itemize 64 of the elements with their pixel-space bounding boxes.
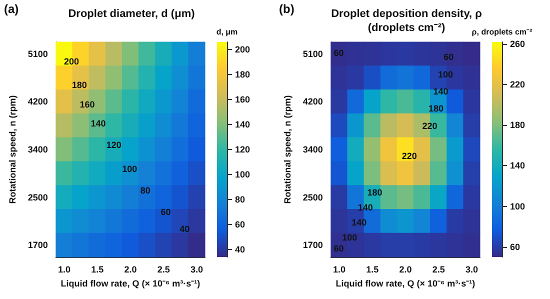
color-bar-label: 220 [510, 80, 526, 90]
x-tick-label: 2.0 [399, 264, 412, 274]
annotation: 180 [428, 104, 444, 114]
color-bar-label: 60 [235, 220, 246, 230]
annotation: 140 [352, 218, 367, 228]
annotation: 60 [334, 48, 344, 58]
x-tick-label: 3.0 [465, 264, 478, 274]
x-tick-label: 1.0 [332, 264, 346, 274]
annotation: 140 [433, 86, 448, 96]
text: (b) [279, 2, 294, 16]
y-tick-label: 1700 [28, 240, 48, 250]
annotation: 180 [367, 188, 382, 198]
color-bar-label: 180 [510, 120, 526, 130]
y-tick-label: 2500 [302, 192, 323, 202]
color-bar-label: 100 [235, 170, 250, 180]
color-bar-title: d, μm [216, 28, 238, 36]
y-tick-label: 5100 [28, 48, 48, 59]
color-bar-label: 180 [235, 70, 250, 80]
annotation: 220 [402, 150, 417, 161]
annotation: 60 [160, 206, 171, 217]
y-axis-title: Rotational speed, n (rpm) [8, 95, 18, 204]
y-tick-label: 3400 [28, 144, 48, 154]
annotation: 160 [80, 99, 95, 110]
y-tick-label: 2500 [28, 192, 48, 202]
y-tick-label: 4200 [302, 96, 323, 107]
x-tick-label: 1.0 [58, 264, 70, 274]
color-bar-label: 200 [235, 44, 250, 54]
color-bar-label: 140 [235, 120, 250, 130]
annotation: 100 [122, 164, 138, 174]
annotation: 60 [334, 243, 344, 254]
x-axis-title: Liquid flow rate, Q (× 10⁻⁶ m³·s⁻¹) [336, 278, 476, 288]
annotation: 100 [438, 69, 453, 80]
annotation: 80 [140, 185, 150, 196]
color-bar-label: 140 [510, 160, 526, 171]
x-axis-title: Liquid flow rate, Q (× 10⁻⁶ m³·s⁻¹) [60, 278, 200, 288]
x-tick-label: 2.5 [157, 264, 170, 274]
color-bar-label: 100 [510, 201, 526, 212]
y-tick-label: 4200 [28, 96, 48, 107]
color-bar-title: ρ, droplets cm⁻² [472, 28, 533, 36]
annotation: 120 [106, 140, 122, 150]
x-tick-label: 2.0 [124, 264, 137, 274]
x-tick-label: 1.5 [91, 264, 104, 274]
y-tick-label: 1700 [302, 240, 323, 250]
annotation: 140 [90, 118, 106, 129]
x-tick-label: 3.0 [190, 264, 203, 274]
annotation: 40 [180, 224, 190, 234]
annotation: 200 [64, 56, 80, 66]
color-bar-label: 80 [235, 194, 246, 204]
x-tick-label: 2.5 [432, 264, 445, 274]
chart-title: Droplet diameter, d (μm) [68, 8, 196, 20]
annotation: 180 [72, 80, 87, 90]
color-bar-label: 160 [235, 94, 250, 104]
y-tick-label: 3400 [302, 144, 323, 154]
text: (a) [4, 2, 19, 16]
annotation: 140 [358, 202, 373, 213]
color-bar-label: 120 [235, 144, 250, 154]
color-bar-label: 60 [510, 242, 520, 252]
x-tick-label: 1.5 [366, 264, 379, 274]
annotation: 60 [444, 52, 454, 62]
y-tick-label: 5100 [302, 48, 323, 59]
y-axis-title: Rotational speed, n (rpm) [282, 95, 292, 204]
color-bar-label: 40 [235, 244, 246, 254]
color-bar-label: 260 [510, 39, 526, 50]
annotation: 100 [342, 232, 358, 243]
